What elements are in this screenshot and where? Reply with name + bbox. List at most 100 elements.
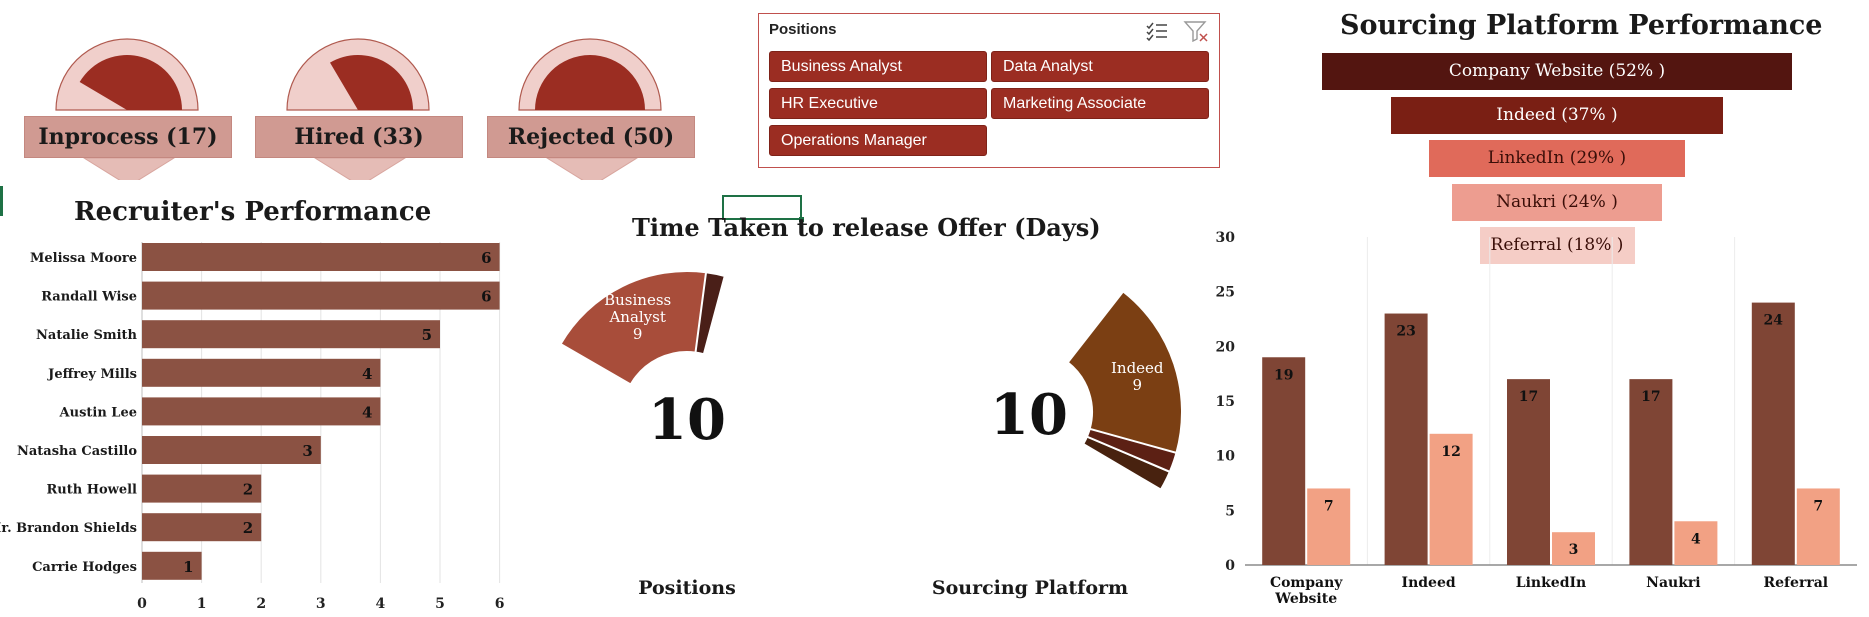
column-naukri-series-2 — [1674, 521, 1718, 565]
bar-jeffrey-mills — [142, 358, 381, 387]
time-offer-chart-title: Time Taken to release Offer (Days) — [632, 213, 1101, 242]
x-tick-label: 6 — [495, 596, 505, 612]
kpi-rejected: Rejected (50) — [487, 30, 697, 180]
column-indeed-series-1 — [1384, 313, 1428, 565]
positions-slicer[interactable]: Positions Business Analyst Data Analyst … — [758, 13, 1220, 168]
bar-mr-brandon-shields — [142, 513, 262, 542]
gauge-inprocess — [55, 38, 199, 180]
y-tick-label: 10 — [1216, 449, 1236, 465]
kpi-inprocess: Inprocess (17) — [24, 30, 234, 180]
sheet-edge-marker — [0, 186, 3, 216]
kpi-label-hired: Hired (33) — [255, 116, 463, 158]
data-label: 6 — [481, 249, 491, 267]
y-tick-label: 20 — [1216, 339, 1236, 355]
y-tick-label: 0 — [1225, 558, 1235, 574]
slicer-item-marketing-associate[interactable]: Marketing Associate — [991, 88, 1209, 119]
slicer-item-operations-manager[interactable]: Operations Manager — [769, 125, 987, 156]
donut-center-value: 10 — [990, 382, 1068, 448]
x-tick-label: 5 — [435, 596, 445, 612]
category-label: Carrie Hodges — [32, 560, 137, 575]
funnel-bar-linkedin: LinkedIn (29% ) — [1428, 140, 1686, 177]
data-label: 7 — [1813, 498, 1823, 514]
selected-cell[interactable] — [722, 195, 802, 220]
data-label: 12 — [1441, 444, 1460, 460]
category-label: Melissa Moore — [30, 251, 137, 266]
data-label: 6 — [481, 288, 491, 306]
sourcing-performance-title: Sourcing Platform Performance — [1340, 10, 1823, 41]
fill-handle[interactable] — [799, 217, 804, 222]
bar-austin-lee — [142, 397, 381, 426]
multi-select-icon[interactable] — [1145, 20, 1169, 42]
bar-ruth-howell — [142, 474, 262, 503]
category-label: Mr. Brandon Shields — [0, 521, 137, 536]
kpi-hired: Hired (33) — [255, 30, 465, 180]
data-label: 1 — [183, 558, 193, 576]
x-category-label: Company Website — [1270, 575, 1343, 607]
recruiter-chart-title: Recruiter's Performance — [74, 197, 432, 227]
column-linkedin-series-2 — [1552, 532, 1595, 565]
category-label: Natalie Smith — [36, 328, 137, 343]
funnel-bar-referral: Referral (18% ) — [1479, 227, 1635, 264]
x-tick-label: 2 — [256, 596, 266, 612]
y-tick-label: 15 — [1216, 394, 1235, 410]
sourcing-donut-label: Sourcing Platform — [931, 577, 1129, 599]
bar-randall-wise — [142, 281, 500, 310]
category-label: Austin Lee — [59, 405, 137, 420]
data-label: 23 — [1396, 324, 1415, 340]
category-label: Natasha Castillo — [17, 444, 137, 459]
bar-melissa-moore — [142, 243, 500, 271]
recruiter-bar-chart: 0 1 2 3 4 5 6 Melissa Moore 6 Randall Wise 6 Natali… — [0, 242, 505, 612]
data-label: 2 — [243, 519, 253, 537]
column-linkedin-series-1 — [1507, 379, 1550, 565]
x-category-label: LinkedIn — [1516, 575, 1586, 591]
slicer-item-hr-executive[interactable]: HR Executive — [769, 88, 987, 119]
sourcing-column-chart: 0 5 10 15 20 25 30 19 7 Company Website 23 12 Indeed 1… — [1216, 230, 1857, 607]
slice-indeed — [1066, 290, 1183, 455]
y-tick-label: 30 — [1216, 230, 1236, 246]
data-label: 17 — [1519, 389, 1538, 405]
donut-center-value: 10 — [648, 387, 726, 453]
data-label: 5 — [422, 326, 432, 344]
kpi-label-rejected: Rejected (50) — [487, 116, 695, 158]
data-label: 7 — [1324, 498, 1334, 514]
gauge-rejected — [518, 38, 662, 180]
category-label: Randall Wise — [41, 290, 137, 305]
x-tick-label: 0 — [137, 596, 147, 612]
x-tick-label: 3 — [316, 596, 326, 612]
slicer-item-data-analyst[interactable]: Data Analyst — [991, 51, 1209, 82]
slicer-item-business-analyst[interactable]: Business Analyst — [769, 51, 987, 82]
slice-label: Indeed 9 — [1111, 359, 1164, 394]
data-label: 4 — [362, 365, 372, 383]
x-category-label: Referral — [1763, 575, 1828, 591]
column-company-website-series-1 — [1262, 357, 1306, 565]
column-referral-series-1 — [1751, 302, 1795, 565]
kpi-label-inprocess: Inprocess (17) — [24, 116, 232, 158]
bar-natalie-smith — [142, 320, 440, 349]
funnel-bar-company-website: Company Website (52% ) — [1322, 53, 1792, 90]
column-referral-series-2 — [1796, 488, 1840, 565]
category-label: Ruth Howell — [46, 483, 137, 498]
x-tick-label: 4 — [376, 596, 386, 612]
data-label: 3 — [1569, 542, 1579, 558]
data-label: 4 — [362, 403, 372, 421]
funnel-bar-indeed: Indeed (37% ) — [1391, 96, 1723, 134]
x-tick-label: 1 — [197, 596, 207, 612]
gauge-hired — [286, 38, 430, 180]
column-naukri-series-1 — [1629, 379, 1673, 565]
data-label: 2 — [243, 481, 253, 499]
y-tick-label: 25 — [1216, 285, 1235, 301]
clear-filter-icon[interactable] — [1183, 20, 1209, 42]
bar-natasha-castillo — [142, 436, 321, 464]
positions-donut-label: Positions — [638, 577, 736, 599]
data-label: 24 — [1764, 313, 1784, 329]
column-indeed-series-2 — [1429, 433, 1473, 565]
data-label: 3 — [302, 442, 312, 460]
slice-label: Business Analyst 9 — [604, 291, 671, 343]
data-label: 19 — [1274, 367, 1293, 383]
x-category-label: Naukri — [1646, 575, 1700, 591]
slicer-title: Positions — [769, 21, 837, 38]
slice-business-analyst — [559, 270, 708, 386]
funnel-bar-naukri: Naukri (24% ) — [1451, 183, 1663, 221]
sourcing-donut-chart: Naukri8LinkedIn11CompanyWebsite10Referra… — [990, 290, 1183, 492]
data-label: 17 — [1641, 389, 1660, 405]
